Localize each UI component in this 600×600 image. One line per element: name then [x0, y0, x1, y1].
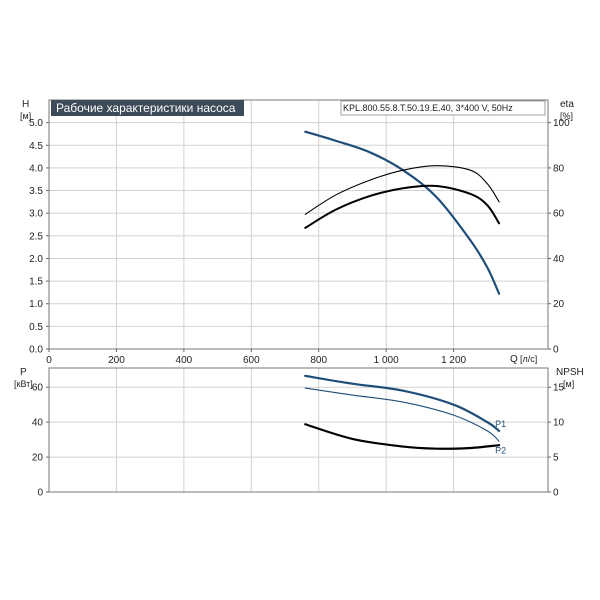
y-tick-label: 4.0	[29, 163, 43, 174]
model-label: KPL.800.55.8.T.50.19.E.40, 3*400 V, 50Hz	[343, 103, 513, 113]
top-curves	[304, 130, 501, 295]
eta-axis-unit: [%]	[560, 111, 573, 121]
h-axis-unit: [м]	[20, 111, 31, 121]
model-box	[340, 100, 546, 116]
y-tick-label: 40	[32, 418, 44, 429]
y-tick-label: 5.0	[29, 118, 43, 129]
top-series-line-0	[304, 130, 501, 295]
y2-tick-label: 5	[553, 453, 559, 464]
bottom-ticks: 0 20 40 60 0 5 10 15	[32, 383, 565, 499]
y2-tick-label: 100	[553, 118, 570, 129]
h-axis-label: H	[22, 99, 29, 110]
y-tick-label: 1.5	[29, 277, 43, 288]
y-tick-label: 3.5	[29, 186, 43, 197]
x-tick-label: 800	[310, 355, 327, 366]
p-axis-unit: [кВт]	[14, 379, 33, 389]
series-label-p1: P1	[495, 419, 506, 429]
series-label-p2: P2	[495, 445, 506, 455]
power-npsh-chart: P [кВт] NPSH [м] 0 20 40 60 0 5 10 15 P1 P2	[14, 367, 584, 499]
top-plot-frame	[48, 99, 549, 350]
x-tick-label: 1 200	[441, 355, 466, 366]
y2-tick-label: 15	[553, 383, 565, 394]
y-tick-label: 0.0	[29, 345, 43, 356]
top-grid	[48, 100, 548, 350]
y2-tick-label: 0	[553, 488, 559, 499]
bottom-plot-frame	[48, 367, 549, 493]
q-axis-unit: [л/с]	[520, 354, 537, 364]
y2-tick-label: 10	[553, 418, 565, 429]
y2-tick-label: 40	[553, 254, 565, 265]
eta-axis-label: eta	[560, 99, 574, 110]
q-axis-label: Q	[510, 354, 518, 365]
y2-tick-label: 20	[553, 299, 565, 310]
top-ticks: 0 200 400 600 800 1 000 1 2000.00.51.01.52.02.…	[29, 118, 570, 366]
top-series-line-2	[304, 184, 501, 229]
bottom-series-line-1	[304, 387, 500, 442]
x-tick-label: 0	[46, 355, 52, 366]
x-tick-label: 600	[243, 355, 260, 366]
y-tick-label: 2.0	[29, 254, 43, 265]
npsh-axis-unit: [м]	[563, 379, 574, 389]
y-tick-label: 4.5	[29, 141, 43, 152]
y2-tick-label: 60	[553, 209, 565, 220]
x-tick-label: 400	[176, 355, 193, 366]
y-tick-label: 3.0	[29, 209, 43, 220]
bottom-series-line-0	[304, 374, 501, 432]
y2-tick-label: 0	[553, 345, 559, 356]
bottom-series-line-2	[304, 423, 501, 450]
title-box	[51, 100, 244, 116]
npsh-axis-label: NPSH	[556, 367, 584, 378]
y-tick-label: 2.5	[29, 231, 43, 242]
chart-title: Рабочие характеристики насоса	[56, 101, 236, 115]
y-tick-label: 1.0	[29, 299, 43, 310]
y2-tick-label: 80	[553, 163, 565, 174]
y-tick-label: 60	[32, 383, 44, 394]
y-tick-label: 20	[32, 453, 44, 464]
top-series-line-1	[304, 165, 500, 215]
p-axis-label: P	[20, 367, 27, 378]
bottom-curves: P1 P2	[304, 374, 506, 455]
y-tick-label: 0.5	[29, 322, 43, 333]
x-tick-label: 200	[108, 355, 125, 366]
y-tick-label: 0	[37, 488, 43, 499]
head-efficiency-chart: Рабочие характеристики насоса KPL.800.55…	[20, 99, 574, 366]
x-tick-label: 1 000	[374, 355, 399, 366]
